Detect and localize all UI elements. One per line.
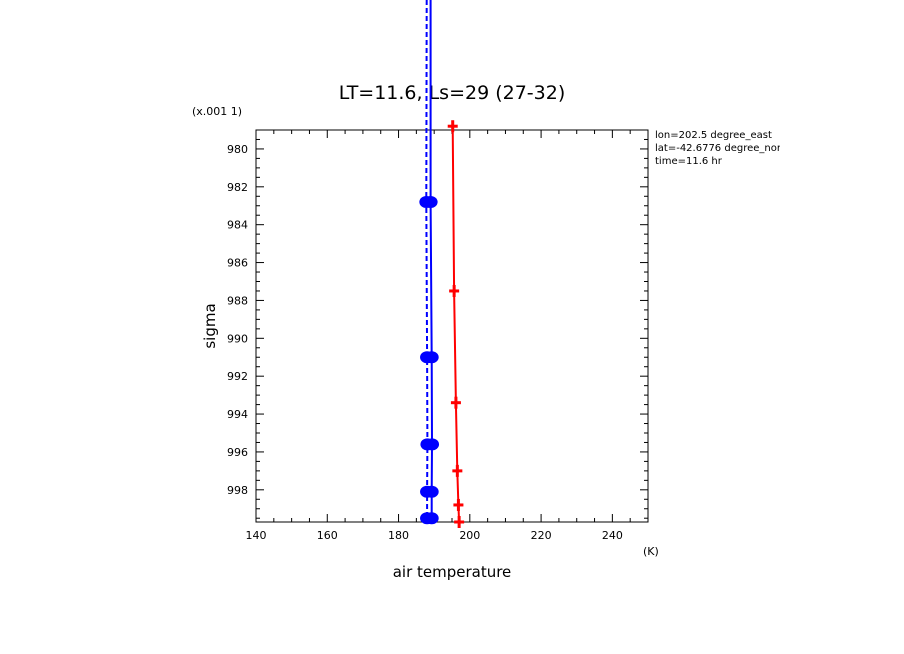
x-tick-label: 140: [246, 529, 267, 542]
info-annotation: lat=-42.6776 degree_north: [655, 143, 791, 154]
x-tick-label: 200: [459, 529, 480, 542]
info-annotation: time=11.6 hr: [655, 156, 723, 167]
series-line: [451, 126, 461, 523]
x-tick-label: 240: [602, 529, 623, 542]
y-tick-label: 994: [227, 408, 248, 421]
info-annotation: lon=202.5 degree_east: [655, 130, 772, 141]
data-point: [450, 396, 461, 409]
y-tick-label: 996: [227, 446, 248, 459]
data-point: [420, 438, 435, 451]
y-tick-label: 992: [227, 370, 248, 383]
x-units-label: (K): [643, 545, 659, 558]
data-point: [420, 512, 435, 525]
y-tick-label: 982: [227, 181, 248, 194]
data-point: [419, 195, 434, 208]
data-point: [420, 351, 435, 364]
data-point: [452, 464, 463, 477]
plot-frame: [255, 129, 649, 523]
series-0: [447, 120, 465, 528]
y-axis-label: sigma: [201, 303, 219, 348]
y-tick-label: 988: [227, 294, 248, 307]
info-annotations: lon=202.5 degree_east lat=-42.6776 degree…: [655, 130, 791, 167]
x-tick-label: 160: [317, 529, 338, 542]
data-point: [447, 120, 458, 133]
series-2: [419, 0, 435, 525]
x-tick-label: 220: [531, 529, 552, 542]
y-tick-label: 990: [227, 332, 248, 345]
y-tick-label: 998: [227, 484, 248, 497]
y-tick-label: 986: [227, 257, 248, 270]
y-scale-note: (x.001 1): [192, 105, 242, 118]
axes: 140 160 180 200 220 240 980 982 984 986 988 990 992 9…: [227, 129, 649, 542]
x-axis-label: air temperature: [393, 563, 512, 581]
data-point: [449, 284, 460, 297]
data-point: [420, 485, 435, 498]
plot-area: [419, 0, 465, 528]
data-point: [454, 516, 465, 528]
y-tick-label: 980: [227, 143, 248, 156]
chart-title: LT=11.6, Ls=29 (27-32): [339, 82, 566, 104]
data-point: [453, 498, 464, 511]
x-tick-label: 180: [388, 529, 409, 542]
y-tick-label: 984: [227, 219, 248, 232]
